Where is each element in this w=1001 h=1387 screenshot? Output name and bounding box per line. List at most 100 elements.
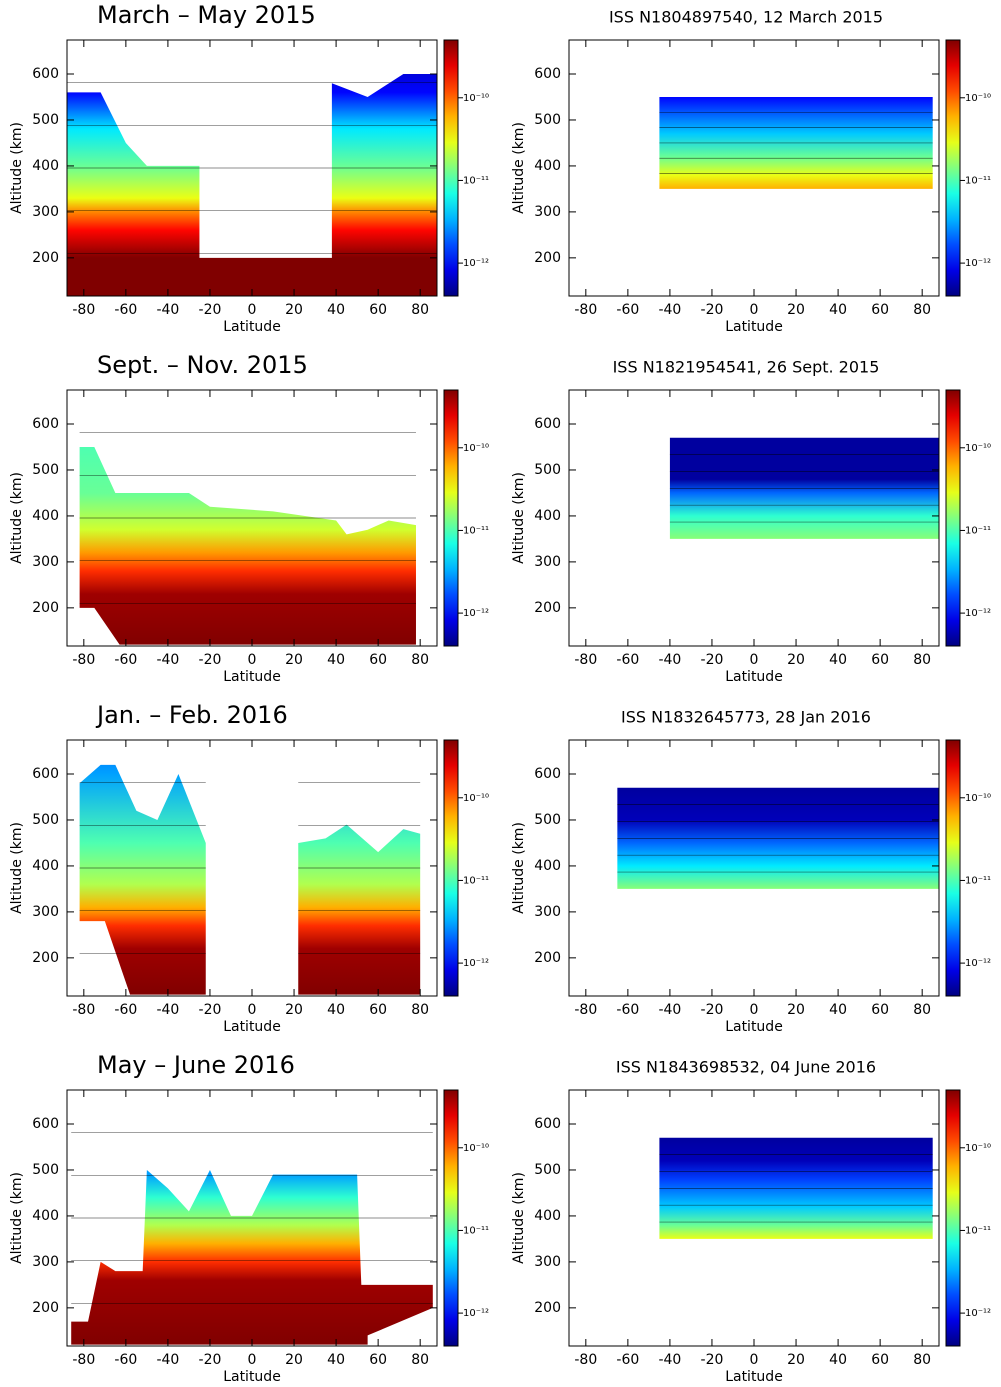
plot-area [79, 764, 421, 995]
plot-area [659, 96, 933, 189]
colorbar-tick-label: 10⁻¹¹ [965, 1225, 991, 1236]
plot-area [79, 432, 416, 645]
y-tick-label: 600 [32, 416, 59, 432]
x-tick-label: 20 [787, 1002, 805, 1018]
plot-area [669, 437, 939, 539]
x-axis-label: Latitude [223, 1019, 281, 1035]
x-tick-label: -20 [701, 652, 724, 668]
x-tick-label: -40 [156, 1352, 179, 1368]
x-tick-label: 40 [327, 652, 345, 668]
x-tick-label: -20 [199, 1352, 222, 1368]
y-tick-label: 200 [534, 950, 561, 966]
x-tick-label: -60 [114, 302, 137, 318]
x-axis-label: Latitude [223, 319, 281, 335]
x-tick-label: -80 [72, 1002, 95, 1018]
x-tick-label: 60 [871, 1002, 889, 1018]
x-tick-label: -20 [199, 652, 222, 668]
panel-title: ISS N1843698532, 04 June 2016 [616, 1058, 876, 1077]
x-tick-label: 0 [248, 302, 257, 318]
colorbar-tick-label: 10⁻¹² [965, 1308, 991, 1319]
y-tick-label: 300 [534, 1254, 561, 1270]
x-tick-label: 20 [285, 302, 303, 318]
colorbar [443, 1089, 459, 1347]
x-tick-label: -20 [199, 302, 222, 318]
x-tick-label: -80 [72, 302, 95, 318]
x-tick-label: 20 [787, 652, 805, 668]
x-tick-label: 80 [411, 302, 429, 318]
x-tick-label: 20 [787, 1352, 805, 1368]
x-tick-label: -20 [701, 302, 724, 318]
y-tick-label: 300 [534, 554, 561, 570]
colorbar-tick-label: 10⁻¹⁰ [463, 793, 489, 804]
plot-area [617, 787, 939, 889]
x-tick-label: 80 [913, 652, 931, 668]
y-tick-label: 600 [534, 1116, 561, 1132]
x-tick-label: 80 [913, 1352, 931, 1368]
x-tick-label: -40 [658, 302, 681, 318]
panel-title: Sept. – Nov. 2015 [97, 351, 308, 379]
x-tick-label: 60 [369, 1352, 387, 1368]
x-tick-label: -40 [658, 652, 681, 668]
x-tick-label: -60 [616, 1352, 639, 1368]
y-axis-label: Altitude (km) [511, 822, 527, 914]
x-tick-label: 60 [369, 1002, 387, 1018]
x-tick-label: -60 [114, 1352, 137, 1368]
x-tick-label: 20 [285, 1352, 303, 1368]
y-tick-label: 500 [534, 812, 561, 828]
y-tick-label: 300 [32, 204, 59, 220]
x-tick-label: -40 [156, 302, 179, 318]
x-tick-label: -60 [114, 1002, 137, 1018]
x-tick-label: -60 [114, 652, 137, 668]
x-tick-label: 40 [829, 302, 847, 318]
x-tick-label: 0 [750, 652, 759, 668]
y-tick-label: 200 [32, 950, 59, 966]
x-axis-label: Latitude [725, 1369, 783, 1385]
x-tick-label: 20 [285, 652, 303, 668]
y-tick-label: 500 [32, 1162, 59, 1178]
colorbar-tick-label: 10⁻¹¹ [965, 875, 991, 886]
colorbar-tick-label: 10⁻¹⁰ [965, 93, 991, 104]
x-tick-label: 80 [411, 1352, 429, 1368]
x-tick-label: -20 [701, 1002, 724, 1018]
colorbar [945, 389, 961, 647]
y-tick-label: 500 [534, 112, 561, 128]
y-axis-label: Altitude (km) [9, 822, 25, 914]
x-tick-label: 80 [913, 302, 931, 318]
x-tick-label: 80 [411, 652, 429, 668]
x-tick-label: -40 [658, 1352, 681, 1368]
x-tick-label: 20 [787, 302, 805, 318]
colorbar-tick-label: 10⁻¹² [965, 608, 991, 619]
plot-area [659, 1137, 933, 1239]
y-tick-label: 400 [32, 858, 59, 874]
colorbar-tick-label: 10⁻¹⁰ [463, 443, 489, 454]
coverage-region [79, 446, 416, 645]
colorbar-tick-label: 10⁻¹² [463, 1308, 489, 1319]
coverage-region [79, 764, 206, 995]
y-tick-label: 200 [32, 1300, 59, 1316]
y-tick-label: 500 [32, 812, 59, 828]
colorbar-tick-label: 10⁻¹¹ [463, 875, 489, 886]
panel-title: Jan. – Feb. 2016 [95, 701, 288, 729]
colorbar [945, 1089, 961, 1347]
x-tick-label: -80 [574, 1002, 597, 1018]
x-tick-label: 0 [750, 1352, 759, 1368]
y-tick-label: 300 [32, 554, 59, 570]
y-tick-label: 600 [534, 416, 561, 432]
y-tick-label: 400 [534, 1208, 561, 1224]
colorbar-tick-label: 10⁻¹¹ [965, 175, 991, 186]
x-tick-label: 20 [285, 1002, 303, 1018]
colorbar [443, 739, 459, 997]
y-axis-label: Altitude (km) [511, 472, 527, 564]
coverage-region [67, 74, 437, 296]
y-tick-label: 600 [534, 766, 561, 782]
colorbar-tick-label: 10⁻¹² [463, 608, 489, 619]
y-tick-label: 400 [32, 1208, 59, 1224]
x-tick-label: -60 [616, 652, 639, 668]
y-tick-label: 600 [534, 66, 561, 82]
x-tick-label: -80 [574, 1352, 597, 1368]
panel-title: ISS N1804897540, 12 March 2015 [609, 8, 883, 27]
x-tick-label: -40 [658, 1002, 681, 1018]
y-tick-label: 200 [534, 1300, 561, 1316]
x-tick-label: 0 [750, 1002, 759, 1018]
